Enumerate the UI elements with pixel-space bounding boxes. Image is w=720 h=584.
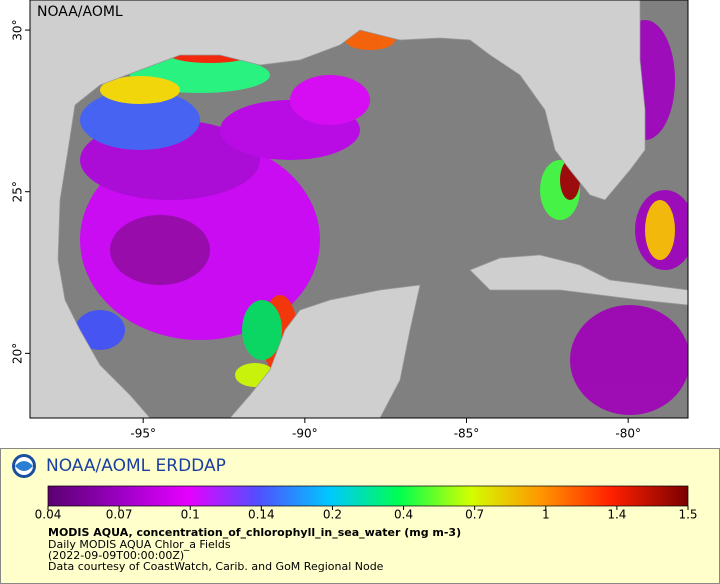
colorbar-tick-label: 0.4	[394, 508, 413, 522]
colorbar	[47, 485, 689, 507]
axes: -95° -90° -85° -80° 20° 25° 30°	[11, 19, 641, 440]
x-tick-label: -85°	[454, 427, 480, 441]
y-tick-label: 20°	[11, 343, 25, 364]
legend-title: NOAA/AOML ERDDAP	[46, 456, 226, 476]
y-tick-label: 25°	[11, 181, 25, 202]
colorbar-tick-label: 1.4	[607, 508, 626, 522]
credit: Data courtesy of CoastWatch, Carib. and …	[48, 560, 384, 573]
colorbar-tick-label: 0.1	[181, 508, 200, 522]
x-tick-label: -95°	[130, 427, 156, 441]
noaa-logo	[12, 454, 36, 478]
time: (2022-09-09T00:00:00Z)	[48, 549, 184, 562]
colorbar-tick-label: 0.14	[248, 508, 275, 522]
x-tick-label: -80°	[615, 427, 641, 441]
map-label: NOAA/AOML	[37, 4, 123, 20]
colorbar-tick-label: 1	[542, 508, 550, 522]
map-frame	[29, 0, 689, 419]
dataset: Daily MODIS AQUA Chlor_a Fields	[48, 538, 231, 551]
y-tick-label: 30°	[11, 19, 25, 40]
colorbar-tick-label: 0.7	[465, 508, 484, 522]
colorbar-tick-label: 1.5	[678, 508, 697, 522]
land	[30, 0, 688, 418]
map: NOAA/AOML	[30, 0, 688, 418]
legend-panel	[0, 448, 720, 584]
variable: MODIS AQUA, concentration_of_chlorophyll…	[48, 526, 461, 539]
x-tick-label: -90°	[292, 427, 318, 441]
colorbar-ticks: 0.04 0.07 0.1 0.14 0.2 0.4 0.7 1 1.4 1.5	[35, 506, 698, 522]
colorbar-tick-label: 0.07	[106, 508, 133, 522]
colorbar-tick-label: 0.2	[323, 508, 342, 522]
colorbar-tick-label: 0.04	[35, 508, 62, 522]
